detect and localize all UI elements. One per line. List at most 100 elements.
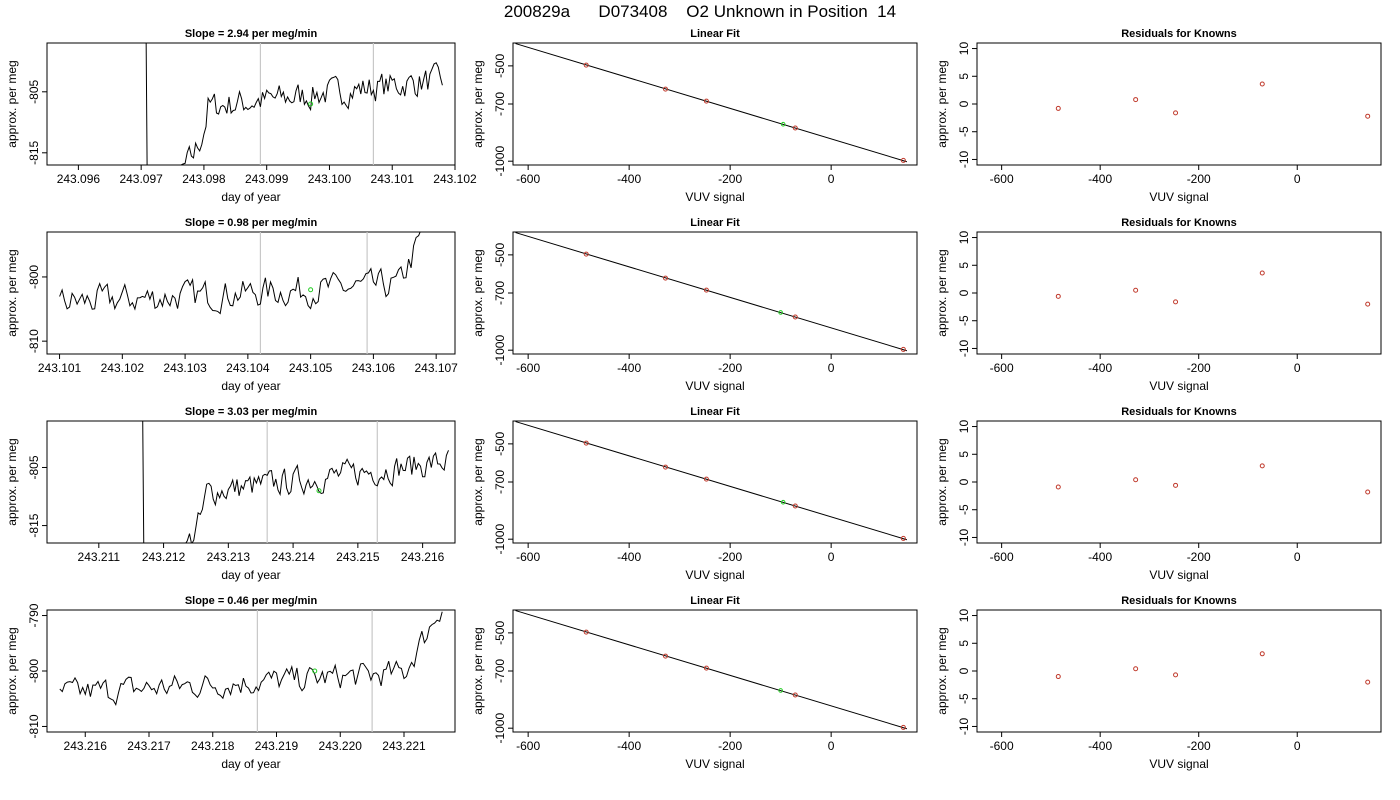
x-tick-label: 243.215 [336,550,380,564]
panel-r1-residuals: Residuals for Knowns VUV signal approx. pe… [935,28,1382,204]
x-tick-label: -400 [617,739,641,753]
x-tick-label: 0 [828,550,835,564]
x-tick-label: -400 [617,172,641,186]
x-tick-label: 0 [828,739,835,753]
plot-frame [976,420,1382,544]
x-tick-label: -200 [1187,361,1211,375]
known-point [583,440,589,446]
x-tick-label: 243.102 [433,172,477,186]
panel-r1-timeseries: Slope = 2.94 per meg/min day of year appro… [5,28,477,204]
y-tick-label: -10 [957,717,971,735]
x-tick-label: 243.212 [142,550,186,564]
y-tick-label: -790 [27,603,41,627]
y-axis-label: approx. per meg [471,249,485,336]
y-tick-label: 5 [957,262,971,269]
y-tick-label: -500 [493,432,507,456]
residual-point [1133,477,1139,483]
x-tick-label: 243.100 [308,172,352,186]
residual-point [1365,301,1371,307]
panel-title: Residuals for Knowns [1121,217,1237,229]
known-point [792,692,798,698]
data-trace [59,232,421,315]
plot-area [145,43,443,165]
known-point [663,464,669,470]
y-tick-label: -815 [27,140,41,164]
y-tick-label: -815 [27,513,41,537]
x-axis-label: day of year [221,568,280,582]
unknown-point [778,310,783,315]
residual-point [1365,489,1371,495]
y-tick-label: 10 [957,609,971,623]
known-point [900,724,906,730]
y-tick-label: -1000 [493,524,507,555]
x-tick-label: 0 [1294,361,1301,375]
y-tick-label: 0 [957,100,971,107]
panel-r2-residuals: Residuals for Knowns VUV signal approx. pe… [935,217,1382,393]
plot-area [515,421,908,541]
y-tick-label: -10 [957,528,971,546]
y-tick-label: -500 [493,621,507,645]
y-axis-label: approx. per meg [5,249,19,336]
known-point [792,503,798,509]
plot-area [59,610,443,732]
x-tick-label: 243.213 [207,550,251,564]
y-axis-label: approx. per meg [471,438,485,525]
x-tick-label: -200 [718,361,742,375]
plot-frame [976,42,1382,166]
x-axis-label: day of year [221,190,280,204]
x-tick-label: -200 [1187,172,1211,186]
x-tick-label: 243.101 [38,361,82,375]
x-tick-label: 243.103 [163,361,207,375]
plot-area [59,232,421,354]
y-tick-label: -700 [493,470,507,494]
residual-point [1173,110,1179,116]
x-tick-label: -400 [1088,550,1112,564]
x-axis-label: VUV signal [685,568,744,582]
plot-area [1055,81,1371,119]
known-point [900,346,906,352]
x-tick-label: 0 [1294,172,1301,186]
x-tick-label: -600 [516,361,540,375]
plot-frame [976,609,1382,733]
x-tick-label: -400 [617,550,641,564]
known-point [583,629,589,635]
panel-r4-timeseries: Slope = 0.46 per meg/min day of year appro… [5,595,456,771]
y-tick-label: -1000 [493,713,507,744]
x-tick-label: 0 [828,172,835,186]
fit-line [515,43,908,163]
y-axis-label: approx. per meg [935,60,949,147]
unknown-point [308,101,314,107]
x-tick-label: 243.221 [382,739,426,753]
y-tick-label: -700 [493,659,507,683]
y-axis-label: approx. per meg [471,627,485,714]
x-tick-label: 243.106 [352,361,396,375]
unknown-point [780,499,786,505]
residual-point [1055,674,1061,680]
x-tick-label: 243.099 [245,172,289,186]
y-axis-label: approx. per meg [5,60,19,147]
data-trace [59,611,443,706]
panel-title: Residuals for Knowns [1121,28,1237,40]
known-point [900,535,906,541]
x-tick-label: 0 [1294,550,1301,564]
x-tick-label: -600 [516,550,540,564]
residual-point [1133,666,1139,672]
x-tick-label: 0 [828,361,835,375]
plot-frame [46,42,456,166]
y-axis-label: approx. per meg [935,249,949,336]
plot-frame [976,231,1382,355]
y-tick-label: -5 [957,126,971,137]
x-tick-label: 243.217 [127,739,171,753]
y-tick-label: -10 [957,339,971,357]
known-point [792,314,798,320]
y-tick-label: -810 [27,714,41,738]
x-tick-label: 243.218 [191,739,235,753]
panel-title: Linear Fit [690,28,740,40]
unknown-point [778,688,783,693]
panel-title: Slope = 0.98 per meg/min [185,217,318,229]
y-tick-label: -500 [493,243,507,267]
x-tick-label: 243.216 [401,550,445,564]
x-tick-label: 243.101 [371,172,415,186]
x-tick-label: -200 [1187,739,1211,753]
plot-frame [46,231,456,355]
